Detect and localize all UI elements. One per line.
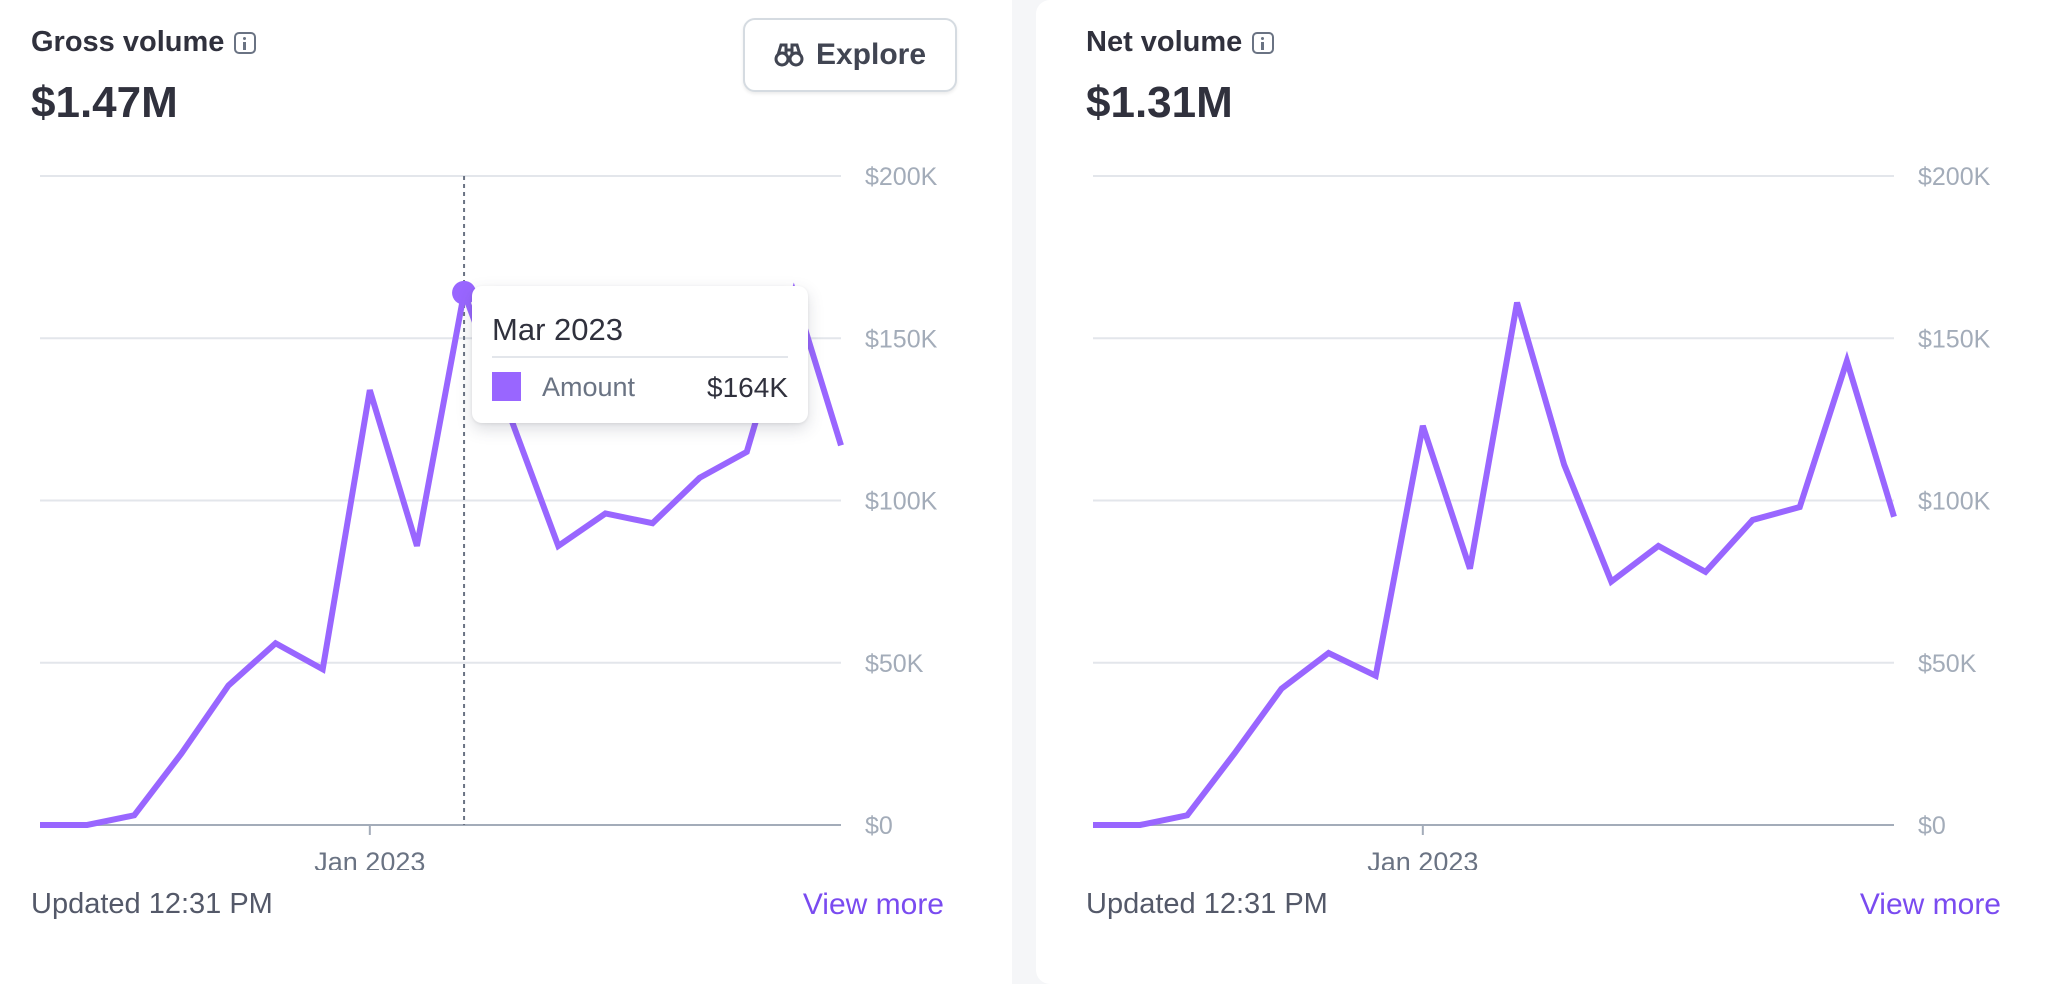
- y-tick-label: $100K: [865, 488, 938, 516]
- info-icon[interactable]: [234, 31, 257, 54]
- tooltip-label: Amount: [542, 372, 636, 402]
- gross-volume-card: Gross volume $1.47M Explore $0 $50K $100K $…: [0, 0, 1012, 984]
- net-volume-card: Net volume $1.31M $0 $50K $100K $150K $200K J…: [1036, 0, 2058, 984]
- gross-volume-title: Gross volume: [31, 26, 257, 59]
- x-tick-label: Jan 2023: [314, 847, 425, 870]
- gross-volume-label: Gross volume: [31, 26, 225, 58]
- info-icon[interactable]: [1252, 31, 1275, 54]
- gross-volume-amount: $1.47M: [31, 78, 178, 127]
- x-tick-label: Jan 2023: [1367, 847, 1478, 870]
- tooltip-divider: [492, 356, 788, 358]
- updated-time: Updated 12:31 PM: [31, 888, 273, 920]
- series-line-amount: [1093, 301, 1897, 828]
- net-volume-label: Net volume: [1086, 26, 1243, 58]
- y-tick-label: $200K: [865, 163, 938, 191]
- hover-point: [452, 280, 477, 305]
- chart-tooltip: Mar 2023 Amount $164K: [472, 286, 808, 423]
- tooltip-value: $164K: [707, 372, 788, 403]
- y-tick-label: $0: [865, 812, 893, 840]
- binoculars-icon: [774, 43, 804, 67]
- y-tick-label: $200K: [1918, 163, 1991, 191]
- net-volume-amount: $1.31M: [1086, 78, 1233, 127]
- y-tick-label: $100K: [1918, 488, 1991, 516]
- y-tick-label: $150K: [1918, 325, 1991, 353]
- net-volume-chart[interactable]: $0 $50K $100K $150K $200K Jan 2023: [1036, 0, 2058, 870]
- tooltip-date: Mar 2023: [492, 312, 623, 347]
- updated-time: Updated 12:31 PM: [1086, 888, 1328, 920]
- tooltip-swatch: [492, 372, 521, 401]
- view-more-link[interactable]: View more: [1859, 888, 2001, 921]
- series-line-amount: [40, 281, 844, 828]
- explore-label: Explore: [815, 38, 927, 71]
- gross-volume-chart[interactable]: $0 $50K $100K $150K $200K Jan 2023: [0, 0, 1012, 870]
- explore-button[interactable]: Explore: [743, 18, 957, 92]
- y-tick-label: $0: [1918, 812, 1946, 840]
- y-tick-label: $50K: [1918, 650, 1977, 678]
- y-tick-label: $50K: [865, 650, 924, 678]
- y-tick-label: $150K: [865, 325, 938, 353]
- net-volume-title: Net volume: [1086, 26, 1275, 59]
- view-more-link[interactable]: View more: [802, 888, 944, 921]
